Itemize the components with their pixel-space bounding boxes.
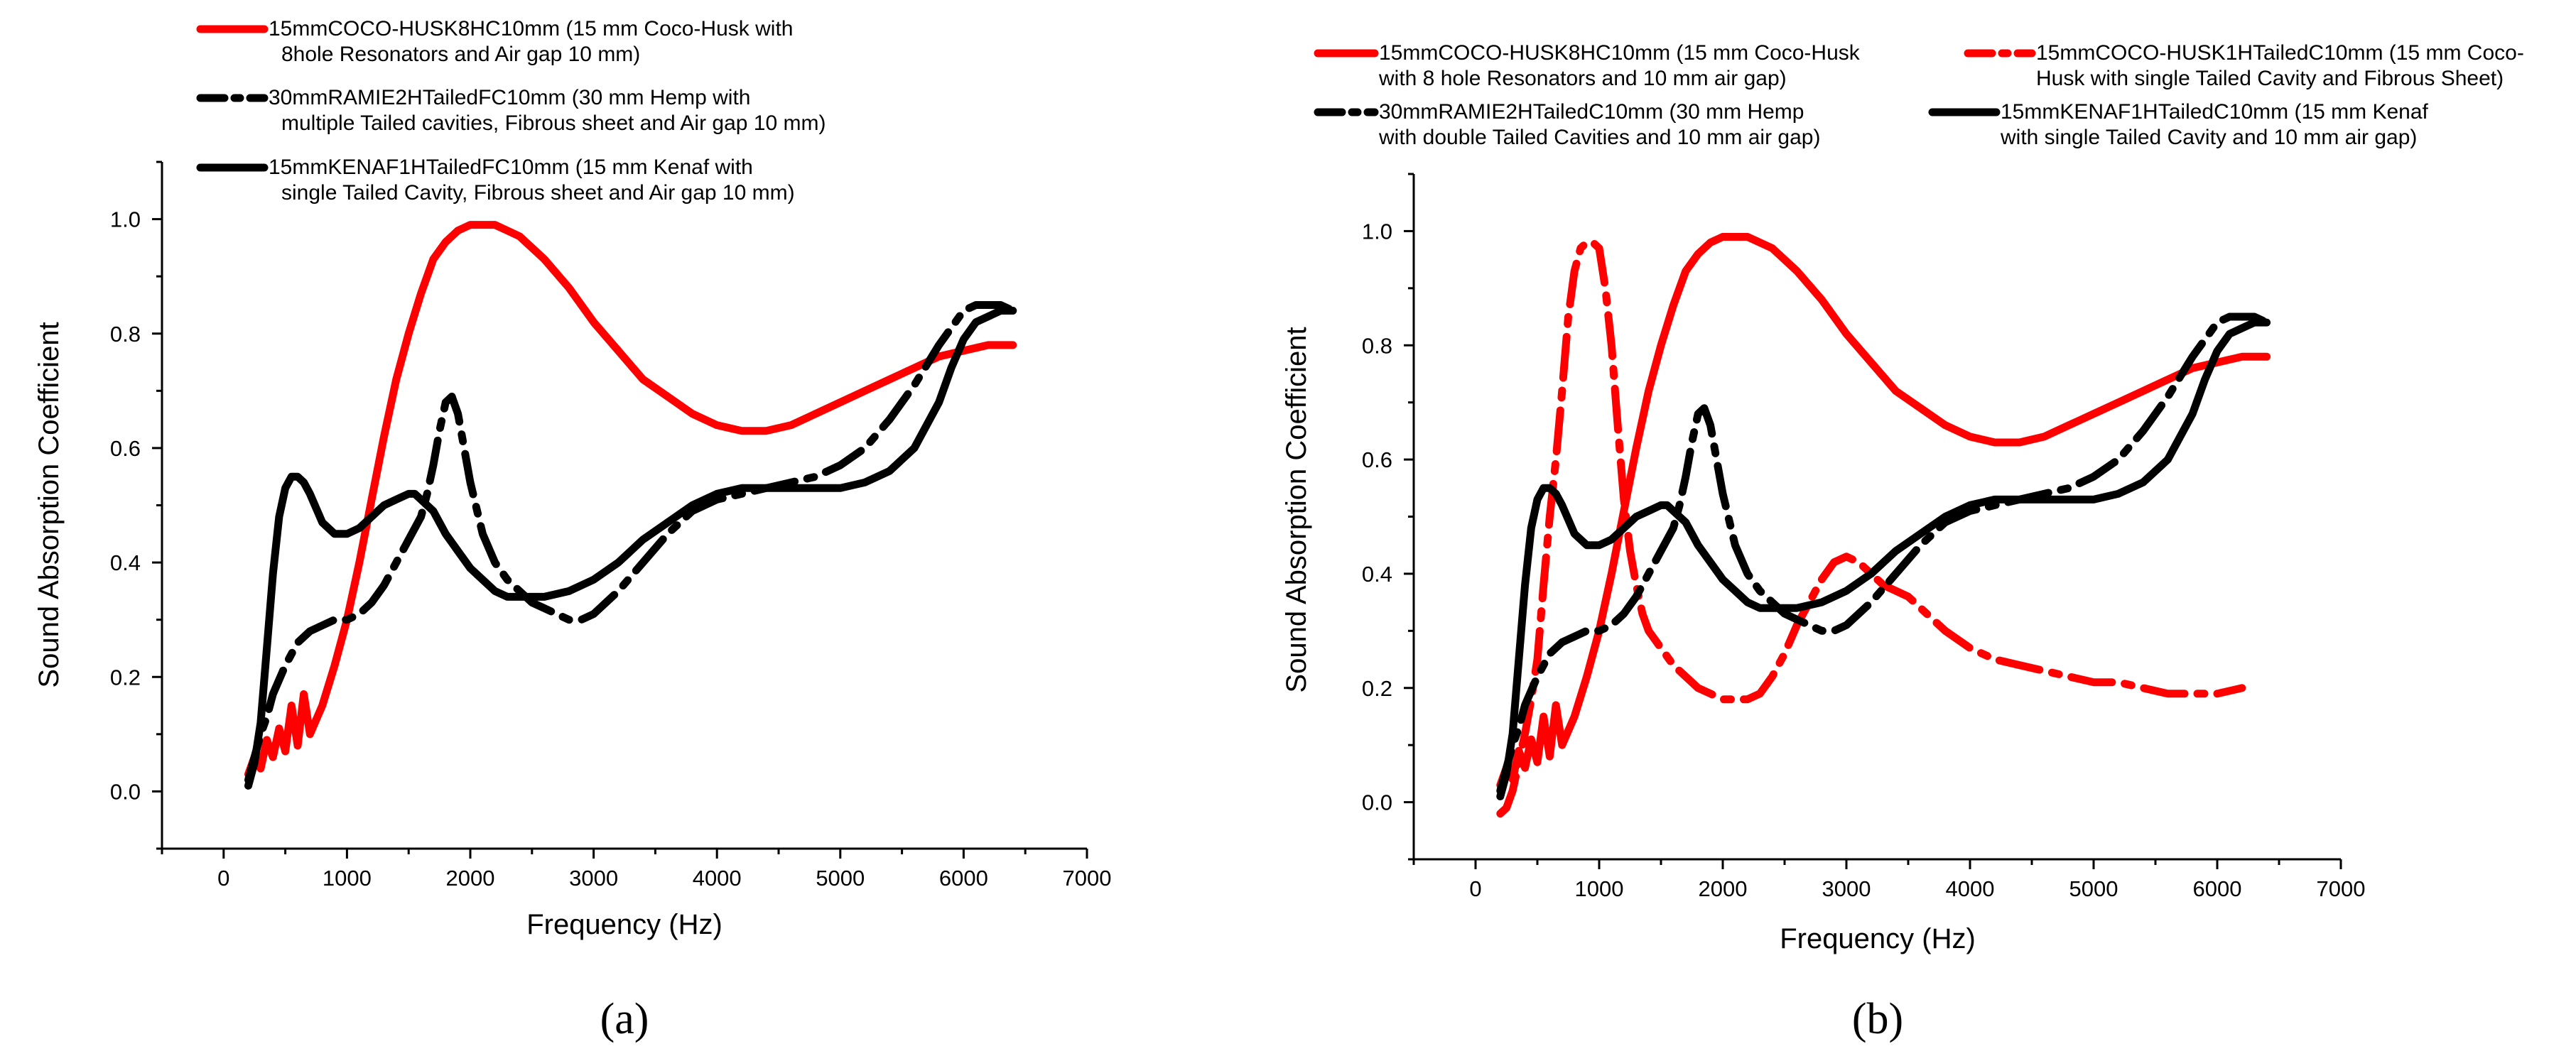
x-tick-label: 4000 (1946, 876, 1995, 901)
x-tick-label: 0 (217, 866, 229, 891)
x-axis-title: Frequency (Hz) (1780, 923, 1976, 954)
y-tick-label: 0.8 (1362, 333, 1392, 358)
panel-label: (b) (1852, 995, 1903, 1043)
x-tick-label: 7000 (1063, 866, 1112, 891)
legend-label-line2: Husk with single Tailed Cavity and Fibro… (2036, 67, 2504, 90)
x-tick-label: 6000 (939, 866, 988, 891)
series-line-15mmKENAF1HTailedFC10mm (244, 307, 1017, 790)
y-tick-label: 0.0 (110, 779, 141, 804)
panel-label: (a) (600, 995, 649, 1043)
x-tick-label: 4000 (693, 866, 742, 891)
legend-label-line2: with 8 hole Resonators and 10 mm air gap… (1378, 67, 1787, 90)
x-tick-label: 5000 (2069, 876, 2118, 901)
series-line-30mmRAMIE2HTailedFC10mm (244, 301, 1017, 784)
series-line-30mmRAMIE2HTailedC10mm (1496, 312, 2271, 795)
x-tick-label: 1000 (1575, 876, 1624, 901)
legend-label-line2: with double Tailed Cavities and 10 mm ai… (1378, 126, 1820, 149)
series-line-15mmCOCO-HUSK8HC10mm (244, 221, 1017, 778)
y-tick-label: 0.2 (1362, 676, 1392, 701)
series-line-15mmKENAF1HTailedC10mm (1496, 318, 2271, 800)
x-tick-label: 2000 (446, 866, 495, 891)
chart-panel-a: 0 1000 2000 3000 4000 5000 6000 7000 0.0 0.2 0.4 0.… (33, 17, 1111, 940)
legend-label: 15mmCOCO-HUSK8HC10mm (15 mm Coco-Husk (1379, 41, 1861, 65)
y-tick-label: 0.6 (110, 436, 141, 461)
y-tick-label: 0.6 (1362, 447, 1392, 472)
legend-label: 15mmKENAF1HTailedFC10mm (15 mm Kenaf wit… (269, 156, 753, 179)
x-tick-label: 1000 (323, 866, 372, 891)
series-line-15mmCOCO-HUSK1HTailedC10mm (1496, 239, 2246, 818)
legend-label-line2: single Tailed Cavity, Fibrous sheet and … (281, 181, 795, 205)
y-tick-label: 1.0 (110, 207, 141, 232)
x-tick-label: 7000 (2317, 876, 2366, 901)
legend-label: 30mmRAMIE2HTailedC10mm (30 mm Hemp (1379, 100, 1804, 124)
y-tick-label: 0.4 (110, 550, 141, 575)
legend-label: 15mmKENAF1HTailedC10mm (15 mm Kenaf (2001, 100, 2429, 124)
y-tick-label: 0.4 (1362, 562, 1392, 587)
x-tick-label: 3000 (569, 866, 618, 891)
legend-label-line2: multiple Tailed cavities, Fibrous sheet … (281, 111, 826, 135)
x-tick-label: 5000 (816, 866, 865, 891)
x-tick-label: 3000 (1822, 876, 1871, 901)
x-tick-label: 0 (1469, 876, 1481, 901)
y-tick-label: 0.2 (110, 665, 141, 690)
x-tick-label: 6000 (2193, 876, 2242, 901)
legend-label: 15mmCOCO-HUSK8HC10mm (15 mm Coco-Husk wi… (269, 17, 793, 40)
y-tick-label: 0.0 (1362, 790, 1392, 815)
legend-label-line2: with single Tailed Cavity and 10 mm air … (2000, 126, 2417, 149)
y-axis-title: Sound Absorption Coefficient (33, 322, 65, 687)
series-line-15mmCOCO-HUSK8HC10mm (1496, 233, 2271, 789)
legend-label: 15mmCOCO-HUSK1HTailedC10mm (15 mm Coco- (2036, 41, 2524, 65)
y-axis-title: Sound Absorption Coefficient (1281, 327, 1312, 692)
y-tick-label: 0.8 (110, 322, 141, 347)
x-axis-title: Frequency (Hz) (526, 909, 723, 940)
x-tick-label: 2000 (1699, 876, 1748, 901)
legend-label-line2: 8hole Resonators and Air gap 10 mm) (281, 43, 640, 66)
chart-panel-b: 0 1000 2000 3000 4000 5000 6000 7000 0.0 0.2 0.4 0.… (1281, 41, 2524, 954)
legend-label: 30mmRAMIE2HTailedFC10mm (30 mm Hemp with (269, 86, 751, 109)
y-tick-label: 1.0 (1362, 219, 1392, 244)
